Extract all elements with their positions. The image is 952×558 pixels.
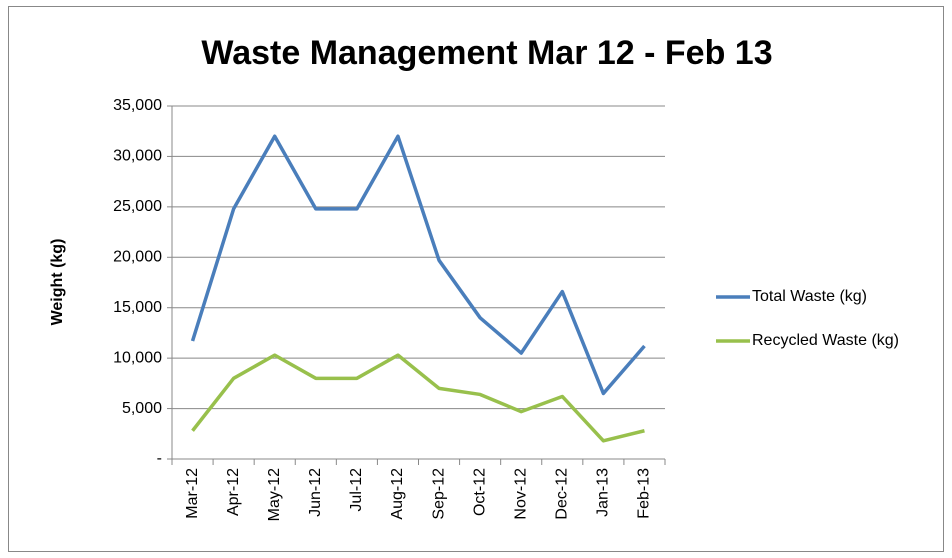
chart-title: Waste Management Mar 12 - Feb 13 — [201, 34, 772, 72]
legend-label: Total Waste (kg) — [752, 288, 867, 305]
x-tick-label: Dec-12 — [554, 468, 571, 520]
x-tick-label: Aug-12 — [389, 468, 406, 520]
y-tick-label: 10,000 — [113, 349, 162, 366]
x-tick-label: Jun-12 — [307, 468, 324, 517]
x-tick-label: Nov-12 — [512, 468, 529, 520]
x-tick-label: Apr-12 — [225, 468, 242, 516]
y-tick-label: - — [157, 450, 162, 467]
y-axis-label: Weight (kg) — [49, 239, 66, 326]
chart-border — [8, 6, 944, 552]
x-tick-label: Feb-13 — [636, 468, 653, 519]
x-tick-label: Oct-12 — [471, 468, 488, 516]
y-tick-label: 25,000 — [113, 198, 162, 215]
x-tick-label: May-12 — [266, 468, 283, 521]
y-tick-label: 15,000 — [113, 299, 162, 316]
y-tick-label: 35,000 — [113, 97, 162, 114]
series-line — [191, 353, 645, 443]
legend-label: Recycled Waste (kg) — [752, 332, 899, 349]
x-tick-label: Jul-12 — [348, 468, 365, 512]
series-line — [190, 134, 646, 396]
x-tick-label: Mar-12 — [184, 468, 201, 519]
x-tick-label: Sep-12 — [430, 468, 447, 520]
y-tick-label: 30,000 — [113, 148, 162, 165]
y-tick-label: 5,000 — [122, 400, 162, 417]
y-tick-label: 20,000 — [113, 249, 162, 266]
x-tick-label: Jan-13 — [595, 468, 612, 517]
